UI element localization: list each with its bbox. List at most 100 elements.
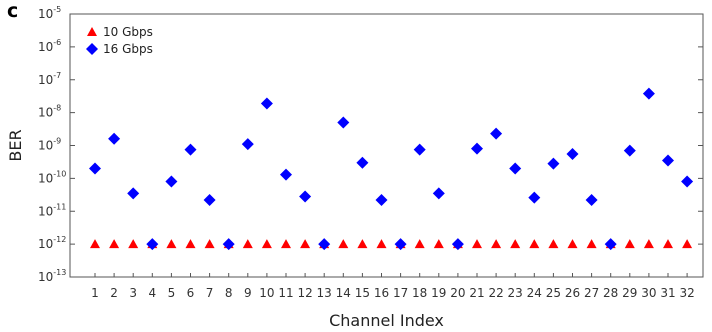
point-triangle: [624, 239, 635, 249]
series-16-gbps: [89, 87, 694, 251]
x-tick-label: 16: [374, 286, 389, 300]
point-triangle: [357, 239, 368, 249]
point-diamond: [146, 238, 159, 251]
x-tick-label: 19: [431, 286, 446, 300]
point-triangle: [261, 239, 272, 249]
point-triangle: [281, 239, 291, 249]
x-tick-label: 31: [660, 286, 675, 300]
point-triangle: [128, 239, 139, 249]
x-tick-label: 4: [148, 286, 156, 300]
legend: 10 Gbps 16 Gbps: [86, 25, 153, 56]
point-triangle: [472, 239, 482, 249]
y-tick-label: 10-8: [38, 104, 61, 120]
legend-label: 10 Gbps: [103, 25, 153, 39]
point-diamond: [356, 156, 369, 169]
x-tick-label: 30: [641, 286, 656, 300]
point-triangle: [376, 239, 387, 249]
point-triangle: [548, 239, 559, 249]
point-diamond: [566, 148, 579, 161]
x-tick-label: 18: [412, 286, 427, 300]
x-tick-label: 22: [488, 286, 503, 300]
y-tick-label: 10-13: [38, 268, 66, 284]
point-triangle: [529, 239, 540, 249]
point-diamond: [108, 132, 121, 145]
point-diamond: [451, 238, 464, 251]
point-diamond: [471, 142, 483, 155]
y-axis-title: BER: [6, 129, 25, 161]
point-diamond: [260, 97, 273, 110]
y-tick-label: 10-10: [38, 169, 66, 185]
point-diamond: [509, 162, 522, 175]
series-10-gbps: [90, 239, 693, 249]
point-diamond: [241, 138, 254, 151]
point-diamond: [375, 193, 388, 206]
point-triangle: [204, 239, 215, 249]
point-diamond: [547, 157, 560, 170]
point-diamond: [337, 116, 350, 129]
point-diamond: [184, 143, 197, 156]
x-tick-label: 27: [584, 286, 599, 300]
point-triangle: [510, 239, 521, 249]
point-triangle: [90, 239, 100, 249]
point-diamond: [222, 238, 235, 251]
point-diamond: [528, 191, 541, 204]
x-tick-label: 26: [565, 286, 580, 300]
x-tick-label: 2: [110, 286, 118, 300]
plot-frame: [69, 13, 704, 278]
point-triangle: [586, 239, 597, 249]
point-diamond: [585, 193, 598, 206]
x-tick-label: 32: [679, 286, 694, 300]
x-tick-label: 7: [206, 286, 214, 300]
y-tick-label: 10-11: [38, 202, 66, 218]
point-diamond: [203, 193, 216, 206]
x-tick-label: 28: [603, 286, 618, 300]
point-diamond: [299, 190, 312, 203]
x-tick-label: 20: [450, 286, 465, 300]
panel-label: c: [7, 0, 19, 22]
x-tick-label: 14: [336, 286, 351, 300]
x-tick-label: 10: [259, 286, 274, 300]
point-diamond: [394, 238, 407, 251]
point-triangle: [185, 239, 196, 249]
point-triangle: [682, 239, 693, 249]
point-diamond: [604, 238, 617, 251]
point-triangle: [338, 239, 349, 249]
point-diamond: [413, 143, 426, 156]
x-tick-label: 12: [297, 286, 312, 300]
x-axis-title: Channel Index: [329, 311, 444, 330]
point-triangle: [433, 239, 444, 249]
x-tick-label: 25: [546, 286, 561, 300]
x-tick-label: 17: [393, 286, 408, 300]
point-diamond: [89, 162, 101, 175]
x-tick-label: 24: [527, 286, 542, 300]
legend-diamond-icon: [86, 43, 98, 55]
point-triangle: [643, 239, 654, 249]
point-diamond: [127, 187, 140, 200]
point-diamond: [662, 154, 674, 167]
point-triangle: [567, 239, 578, 249]
x-tick-label: 29: [622, 286, 637, 300]
x-tick-label: 9: [244, 286, 252, 300]
x-tick-label: 11: [278, 286, 293, 300]
legend-triangle-icon: [87, 27, 97, 36]
y-tick-label: 10-7: [38, 71, 61, 87]
point-diamond: [280, 168, 292, 181]
point-triangle: [414, 239, 425, 249]
point-triangle: [109, 239, 120, 249]
y-tick-label: 10-12: [38, 235, 66, 251]
y-tick-label: 10-5: [38, 5, 61, 21]
point-diamond: [623, 144, 636, 157]
point-diamond: [642, 87, 655, 100]
x-tick-label: 6: [187, 286, 195, 300]
point-diamond: [432, 187, 445, 200]
point-diamond: [318, 238, 331, 251]
point-diamond: [490, 127, 503, 140]
x-tick-label: 5: [168, 286, 176, 300]
point-triangle: [242, 239, 253, 249]
x-tick-label: 13: [317, 286, 332, 300]
point-triangle: [663, 239, 673, 249]
x-axis: 1 2 3 4 5 6 7 8 9 10 11 12 13 14 15 16 17 18 19 20 21 22 23 24 2…: [91, 273, 695, 300]
y-axis: 10-13 10-12 10-11 10-10 10-9 10-8 10-7 10-6 10-5: [38, 5, 703, 284]
point-diamond: [681, 175, 694, 188]
